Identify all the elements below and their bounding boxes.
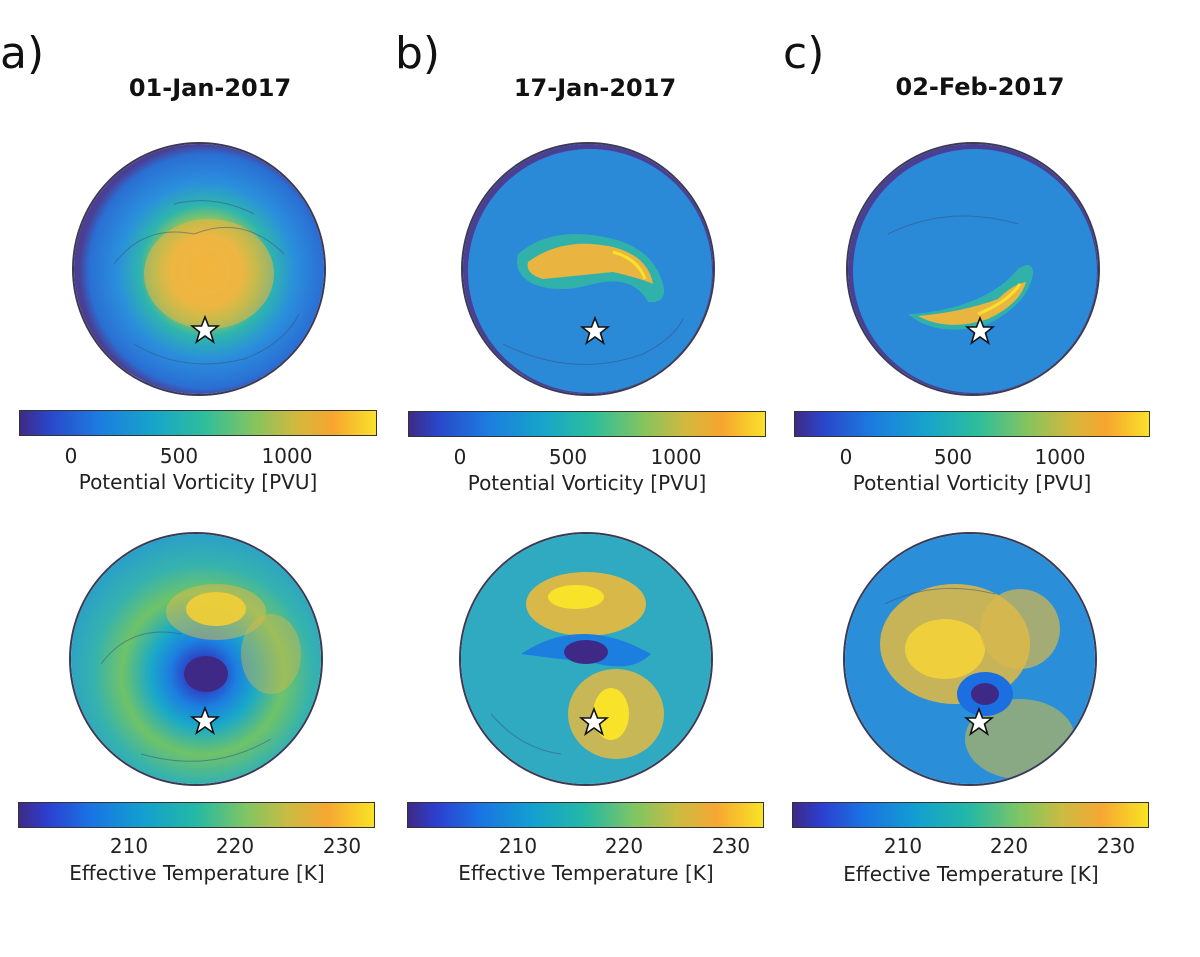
pv-colorbar-label-b: Potential Vorticity [PVU] [467, 471, 707, 495]
panel-label-a: a) [0, 28, 45, 79]
temp-tick-a-1: 220 [215, 834, 255, 858]
pv-map-b [461, 142, 715, 396]
panel-label-b: b) [395, 28, 441, 79]
temp-colorbar-a [18, 802, 375, 828]
pv-colorbar-a [19, 410, 377, 436]
pv-map-c [846, 142, 1100, 396]
date-title-c: 02-Feb-2017 [895, 73, 1065, 101]
pv-colorbar-label-c: Potential Vorticity [PVU] [852, 471, 1092, 495]
pv-colorbar-label-a: Potential Vorticity [PVU] [78, 470, 318, 494]
temp-map-b [459, 532, 713, 786]
temp-tick-c-0: 210 [883, 834, 923, 858]
date-title-a: 01-Jan-2017 [128, 74, 292, 102]
temp-map-c [843, 532, 1097, 786]
pv-tick-c-0: 0 [839, 445, 853, 469]
temp-colorbar-label-b: Effective Temperature [K] [458, 861, 714, 885]
date-title-b: 17-Jan-2017 [513, 74, 677, 102]
station-star-icon-pv-a [190, 315, 220, 344]
pv-colorbar-b [408, 411, 766, 437]
station-star-icon-temp-a [190, 706, 220, 735]
station-star-icon-temp-c [964, 707, 994, 736]
temp-tick-b-1: 220 [604, 834, 644, 858]
pv-map-a [72, 142, 326, 396]
temp-tick-c-2: 230 [1096, 834, 1136, 858]
temp-tick-b-2: 230 [711, 834, 751, 858]
temp-colorbar-label-a: Effective Temperature [K] [69, 861, 325, 885]
pv-tick-a-0: 0 [64, 444, 78, 468]
temp-tick-b-0: 210 [498, 834, 538, 858]
station-star-icon-temp-b [579, 707, 609, 736]
panel-label-c: c) [783, 28, 825, 79]
pv-colorbar-c [794, 411, 1150, 437]
temp-tick-c-1: 220 [989, 834, 1029, 858]
temp-colorbar-c [792, 802, 1149, 828]
temp-colorbar-b [407, 802, 764, 828]
pv-tick-b-2: 1000 [650, 445, 702, 469]
station-star-icon-pv-c [965, 316, 995, 345]
pv-tick-c-2: 1000 [1034, 445, 1086, 469]
pv-tick-c-1: 500 [933, 445, 973, 469]
temp-tick-a-2: 230 [322, 834, 362, 858]
temp-map-a [69, 532, 323, 786]
station-star-icon-pv-b [580, 316, 610, 345]
temp-colorbar-label-c: Effective Temperature [K] [843, 862, 1099, 886]
pv-tick-a-1: 500 [159, 444, 199, 468]
pv-tick-b-1: 500 [548, 445, 588, 469]
pv-tick-a-2: 1000 [261, 444, 313, 468]
temp-tick-a-0: 210 [109, 834, 149, 858]
pv-tick-b-0: 0 [453, 445, 467, 469]
